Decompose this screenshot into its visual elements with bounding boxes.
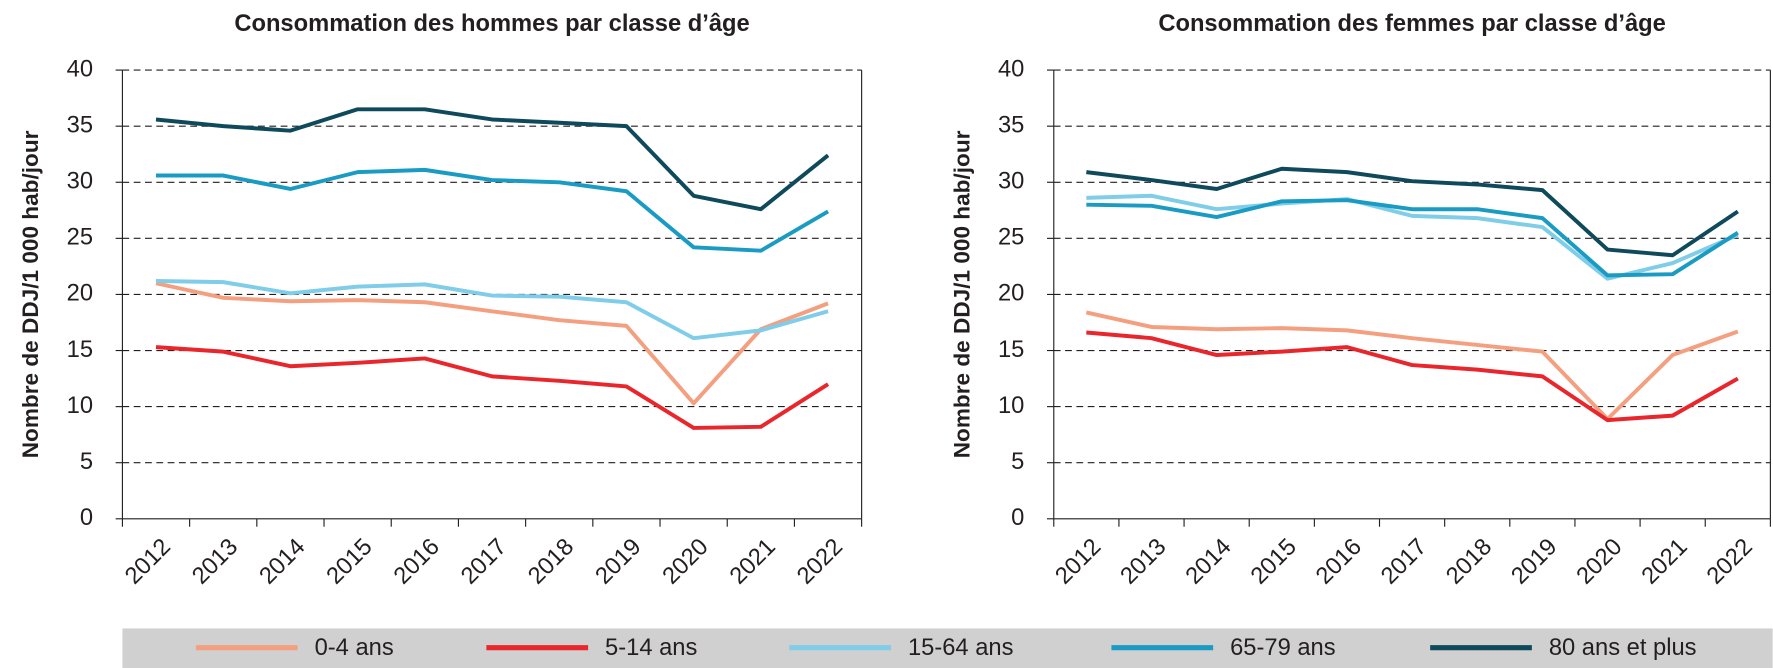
y-tick-label: 15 (67, 337, 93, 363)
x-tick-label: 2012 (1051, 534, 1107, 590)
y-tick-label: 5 (1011, 449, 1024, 475)
x-tick-label: 2018 (1442, 534, 1498, 590)
x-tick-label: 2013 (1116, 534, 1172, 590)
series-line (1086, 198, 1739, 278)
legend-label: 0-4 ans (315, 635, 394, 661)
x-tick-label: 2022 (792, 534, 848, 590)
y-tick-label: 25 (67, 225, 93, 251)
y-tick-label: 15 (998, 337, 1024, 363)
series-line (1086, 166, 1739, 258)
y-tick-label: 10 (67, 393, 93, 419)
y-tick-label: 20 (67, 281, 93, 307)
y-tick-label: 30 (998, 169, 1024, 195)
series-line (155, 167, 830, 253)
y-axis-label: Nombre de DDJ/1 000 hab/jour (949, 130, 974, 458)
x-tick-label: 2012 (120, 534, 176, 590)
series-line (1086, 330, 1739, 423)
y-tick-label: 35 (67, 112, 93, 138)
x-tick-label: 2014 (255, 534, 311, 590)
x-tick-label: 2021 (725, 534, 781, 590)
x-tick-label: 2020 (658, 534, 714, 590)
series-line (155, 279, 829, 341)
series-line (155, 281, 829, 406)
x-tick-label: 2014 (1181, 534, 1237, 590)
y-tick-label: 35 (998, 112, 1024, 138)
x-tick-label: 2021 (1637, 534, 1693, 590)
y-tick-label: 40 (998, 56, 1024, 82)
x-tick-label: 2019 (591, 534, 647, 590)
series-line (155, 107, 830, 212)
chart-title: Consommation des femmes par classe d’âge (1158, 11, 1666, 37)
y-tick-label: 25 (998, 225, 1024, 251)
x-tick-label: 2016 (389, 534, 445, 590)
x-tick-label: 2019 (1507, 534, 1563, 590)
x-tick-label: 2017 (456, 534, 512, 590)
x-tick-label: 2013 (188, 534, 244, 590)
y-tick-label: 0 (1011, 505, 1024, 531)
series-line (155, 345, 830, 430)
x-tick-label: 2020 (1572, 534, 1628, 590)
y-tick-label: 40 (67, 56, 93, 82)
legend-label: 5-14 ans (605, 635, 697, 661)
x-tick-label: 2015 (322, 534, 378, 590)
legend-label: 15-64 ans (908, 635, 1014, 661)
x-tick-label: 2018 (524, 534, 580, 590)
y-tick-label: 30 (67, 169, 93, 195)
y-axis-label: Nombre de DDJ/1 000 hab/jour (18, 130, 43, 458)
y-tick-label: 0 (80, 505, 93, 531)
chart-title: Consommation des hommes par classe d’âge (234, 11, 749, 37)
x-tick-label: 2016 (1311, 534, 1367, 590)
x-tick-label: 2022 (1702, 534, 1758, 590)
y-tick-label: 5 (80, 449, 93, 475)
series-line (1085, 310, 1739, 421)
y-tick-label: 20 (998, 281, 1024, 307)
x-tick-label: 2015 (1246, 534, 1302, 590)
legend-label: 80 ans et plus (1549, 635, 1697, 661)
legend-label: 65-79 ans (1230, 635, 1336, 661)
y-tick-label: 10 (998, 393, 1024, 419)
x-tick-label: 2017 (1376, 534, 1432, 590)
